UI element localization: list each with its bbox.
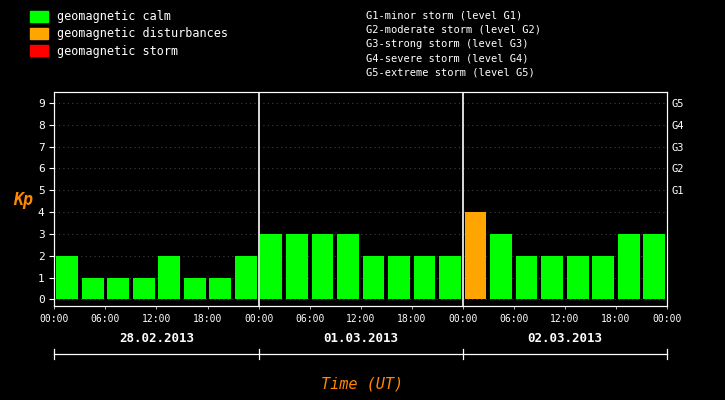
Bar [133, 278, 154, 300]
Bar [643, 234, 665, 300]
Text: Kp: Kp [13, 191, 33, 209]
Bar [158, 256, 180, 300]
Bar [490, 234, 512, 300]
Legend: geomagnetic calm, geomagnetic disturbances, geomagnetic storm: geomagnetic calm, geomagnetic disturbanc… [28, 8, 231, 60]
Bar [210, 278, 231, 300]
Bar [260, 234, 282, 300]
Bar [82, 278, 104, 300]
Bar [542, 256, 563, 300]
Bar [567, 256, 589, 300]
Text: G1-minor storm (level G1)
G2-moderate storm (level G2)
G3-strong storm (level G3: G1-minor storm (level G1) G2-moderate st… [366, 10, 541, 78]
Bar [57, 256, 78, 300]
Bar [235, 256, 257, 300]
Bar [312, 234, 334, 300]
Bar [286, 234, 307, 300]
Bar [439, 256, 461, 300]
Bar [465, 212, 486, 300]
Bar [515, 256, 537, 300]
Bar [184, 278, 206, 300]
Bar [388, 256, 410, 300]
Bar [414, 256, 435, 300]
Bar [107, 278, 129, 300]
Text: 01.03.2013: 01.03.2013 [323, 332, 398, 344]
Bar [618, 234, 639, 300]
Bar [337, 234, 359, 300]
Bar [362, 256, 384, 300]
Text: 28.02.2013: 28.02.2013 [119, 332, 194, 344]
Text: 02.03.2013: 02.03.2013 [527, 332, 602, 344]
Text: Time (UT): Time (UT) [321, 376, 404, 392]
Bar [592, 256, 614, 300]
